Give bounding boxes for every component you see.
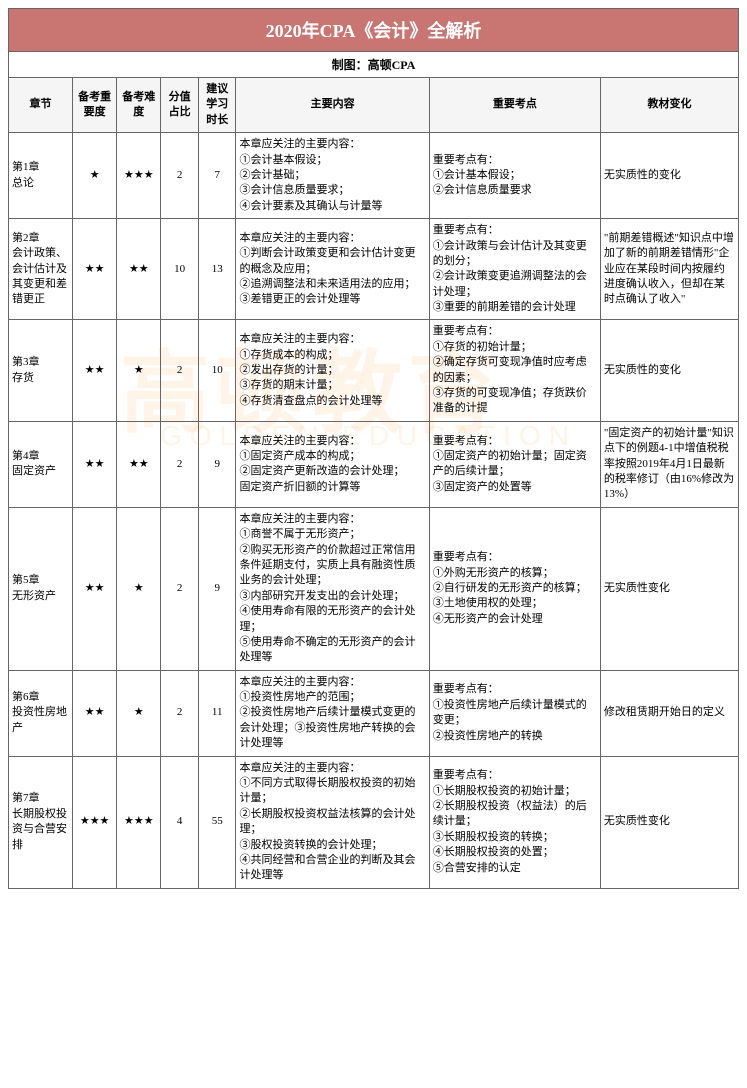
cell-importance: ★★ — [73, 320, 117, 421]
col-key: 重要考点 — [429, 78, 600, 133]
page-title: 2020年CPA《会计》全解析 — [8, 8, 739, 52]
cell-main: 本章应关注的主要内容： ①固定资产成本的构成； ②固定资产更新改造的会计处理； … — [236, 421, 429, 507]
cell-key: 重要考点有： ①会计基本假设； ②会计信息质量要求 — [429, 133, 600, 219]
cell-importance: ★★ — [73, 507, 117, 670]
table-row: 第7章 长期股权投资与合营安排★★★★★★455本章应关注的主要内容： ①不同方… — [9, 756, 739, 888]
cell-chapter: 第3章 存货 — [9, 320, 73, 421]
cell-importance: ★★ — [73, 421, 117, 507]
cell-main: 本章应关注的主要内容： ①会计基本假设； ②会计基础； ③会计信息质量要求； ④… — [236, 133, 429, 219]
cell-change: 无实质性变化 — [600, 507, 738, 670]
cell-change: 无实质性变化 — [600, 756, 738, 888]
table-header-row: 章节 备考重要度 备考难度 分值占比 建议学习时长 主要内容 重要考点 教材变化 — [9, 78, 739, 133]
cell-difficulty: ★ — [117, 507, 161, 670]
cell-importance: ★★ — [73, 670, 117, 756]
cell-chapter: 第2章 会计政策、会计估计及其变更和差错更正 — [9, 219, 73, 320]
subtitle: 制图：高顿CPA — [8, 52, 739, 77]
cell-hours: 9 — [198, 507, 236, 670]
table-row: 第3章 存货★★★210本章应关注的主要内容： ①存货成本的构成； ②发出存货的… — [9, 320, 739, 421]
analysis-table: 章节 备考重要度 备考难度 分值占比 建议学习时长 主要内容 重要考点 教材变化… — [8, 77, 739, 889]
cell-score: 2 — [161, 670, 199, 756]
cell-key: 重要考点有： ①外购无形资产的核算； ②自行研发的无形资产的核算； ③土地使用权… — [429, 507, 600, 670]
cell-hours: 7 — [198, 133, 236, 219]
col-importance: 备考重要度 — [73, 78, 117, 133]
col-hours: 建议学习时长 — [198, 78, 236, 133]
cell-difficulty: ★★★ — [117, 133, 161, 219]
col-change: 教材变化 — [600, 78, 738, 133]
cell-chapter: 第1章 总论 — [9, 133, 73, 219]
cell-score: 2 — [161, 507, 199, 670]
cell-importance: ★★★ — [73, 756, 117, 888]
table-row: 第4章 固定资产★★★★29本章应关注的主要内容： ①固定资产成本的构成； ②固… — [9, 421, 739, 507]
cell-main: 本章应关注的主要内容： ①商誉不属于无形资产； ②购买无形资产的价款超过正常信用… — [236, 507, 429, 670]
cell-main: 本章应关注的主要内容： ①不同方式取得长期股权投资的初始计量； ②长期股权投资权… — [236, 756, 429, 888]
cell-chapter: 第7章 长期股权投资与合营安排 — [9, 756, 73, 888]
cell-importance: ★★ — [73, 219, 117, 320]
cell-hours: 9 — [198, 421, 236, 507]
col-main: 主要内容 — [236, 78, 429, 133]
cell-chapter: 第5章 无形资产 — [9, 507, 73, 670]
col-chapter: 章节 — [9, 78, 73, 133]
cell-score: 4 — [161, 756, 199, 888]
cell-key: 重要考点有： ①长期股权投资的初始计量； ②长期股权投资（权益法）的后续计量； … — [429, 756, 600, 888]
cell-difficulty: ★★ — [117, 421, 161, 507]
cell-change: "固定资产的初始计量"知识点下的例题4-1中增值税税率按照2019年4月1日最新… — [600, 421, 738, 507]
cell-chapter: 第6章 投资性房地产 — [9, 670, 73, 756]
cell-difficulty: ★★★ — [117, 756, 161, 888]
cell-score: 2 — [161, 421, 199, 507]
table-row: 第6章 投资性房地产★★★211本章应关注的主要内容： ①投资性房地产的范围； … — [9, 670, 739, 756]
cell-main: 本章应关注的主要内容： ①存货成本的构成； ②发出存货的计量； ③存货的期末计量… — [236, 320, 429, 421]
cell-hours: 13 — [198, 219, 236, 320]
cell-main: 本章应关注的主要内容： ①投资性房地产的范围； ②投资性房地产后续计量模式变更的… — [236, 670, 429, 756]
col-score: 分值占比 — [161, 78, 199, 133]
cell-score: 2 — [161, 320, 199, 421]
cell-key: 重要考点有： ①固定资产的初始计量；固定资产的后续计量； ③固定资产的处置等 — [429, 421, 600, 507]
table-row: 第2章 会计政策、会计估计及其变更和差错更正★★★★1013本章应关注的主要内容… — [9, 219, 739, 320]
col-difficulty: 备考难度 — [117, 78, 161, 133]
cell-difficulty: ★★ — [117, 219, 161, 320]
cell-change: "前期差错概述"知识点中增加了新的前期差错情形"企业应在某段时间内按履约进度确认… — [600, 219, 738, 320]
cell-difficulty: ★ — [117, 320, 161, 421]
cell-score: 10 — [161, 219, 199, 320]
cell-main: 本章应关注的主要内容： ①判断会计政策变更和会计估计变更的概念及应用； ②追溯调… — [236, 219, 429, 320]
cell-importance: ★ — [73, 133, 117, 219]
cell-difficulty: ★ — [117, 670, 161, 756]
cell-change: 无实质性的变化 — [600, 133, 738, 219]
table-row: 第5章 无形资产★★★29本章应关注的主要内容： ①商誉不属于无形资产； ②购买… — [9, 507, 739, 670]
table-row: 第1章 总论★★★★27本章应关注的主要内容： ①会计基本假设； ②会计基础； … — [9, 133, 739, 219]
cell-hours: 10 — [198, 320, 236, 421]
cell-key: 重要考点有： ①会计政策与会计估计及其变更的划分； ②会计政策变更追溯调整法的会… — [429, 219, 600, 320]
cell-change: 修改租赁期开始日的定义 — [600, 670, 738, 756]
cell-chapter: 第4章 固定资产 — [9, 421, 73, 507]
cell-score: 2 — [161, 133, 199, 219]
cell-key: 重要考点有： ①存货的初始计量； ②确定存货可变现净值时应考虑的因素； ③存货的… — [429, 320, 600, 421]
cell-hours: 55 — [198, 756, 236, 888]
cell-hours: 11 — [198, 670, 236, 756]
cell-key: 重要考点有： ①投资性房地产后续计量模式的变更； ②投资性房地产的转换 — [429, 670, 600, 756]
cell-change: 无实质性的变化 — [600, 320, 738, 421]
